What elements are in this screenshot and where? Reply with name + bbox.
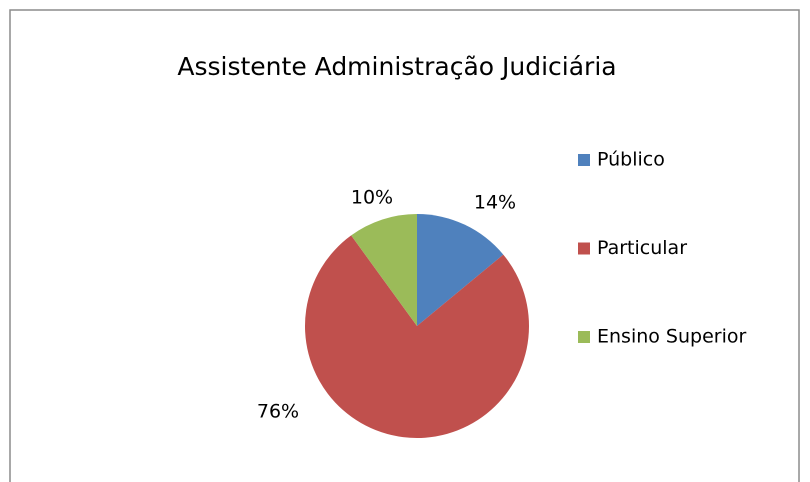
legend-swatch xyxy=(578,331,590,343)
legend-label: Público xyxy=(597,149,665,171)
pie-slice xyxy=(417,214,504,326)
chart-title: Assistente Administração Judiciária xyxy=(177,52,616,81)
legend-label: Particular xyxy=(597,237,687,259)
data-label: 76% xyxy=(257,401,299,423)
legend-swatch xyxy=(578,242,590,255)
data-label: 10% xyxy=(351,187,393,209)
data-label: 14% xyxy=(474,192,516,214)
pie-slice xyxy=(305,235,530,439)
legend-swatch xyxy=(578,154,590,166)
pie-slice xyxy=(351,214,417,326)
legend-label: Ensino Superior xyxy=(597,326,746,348)
